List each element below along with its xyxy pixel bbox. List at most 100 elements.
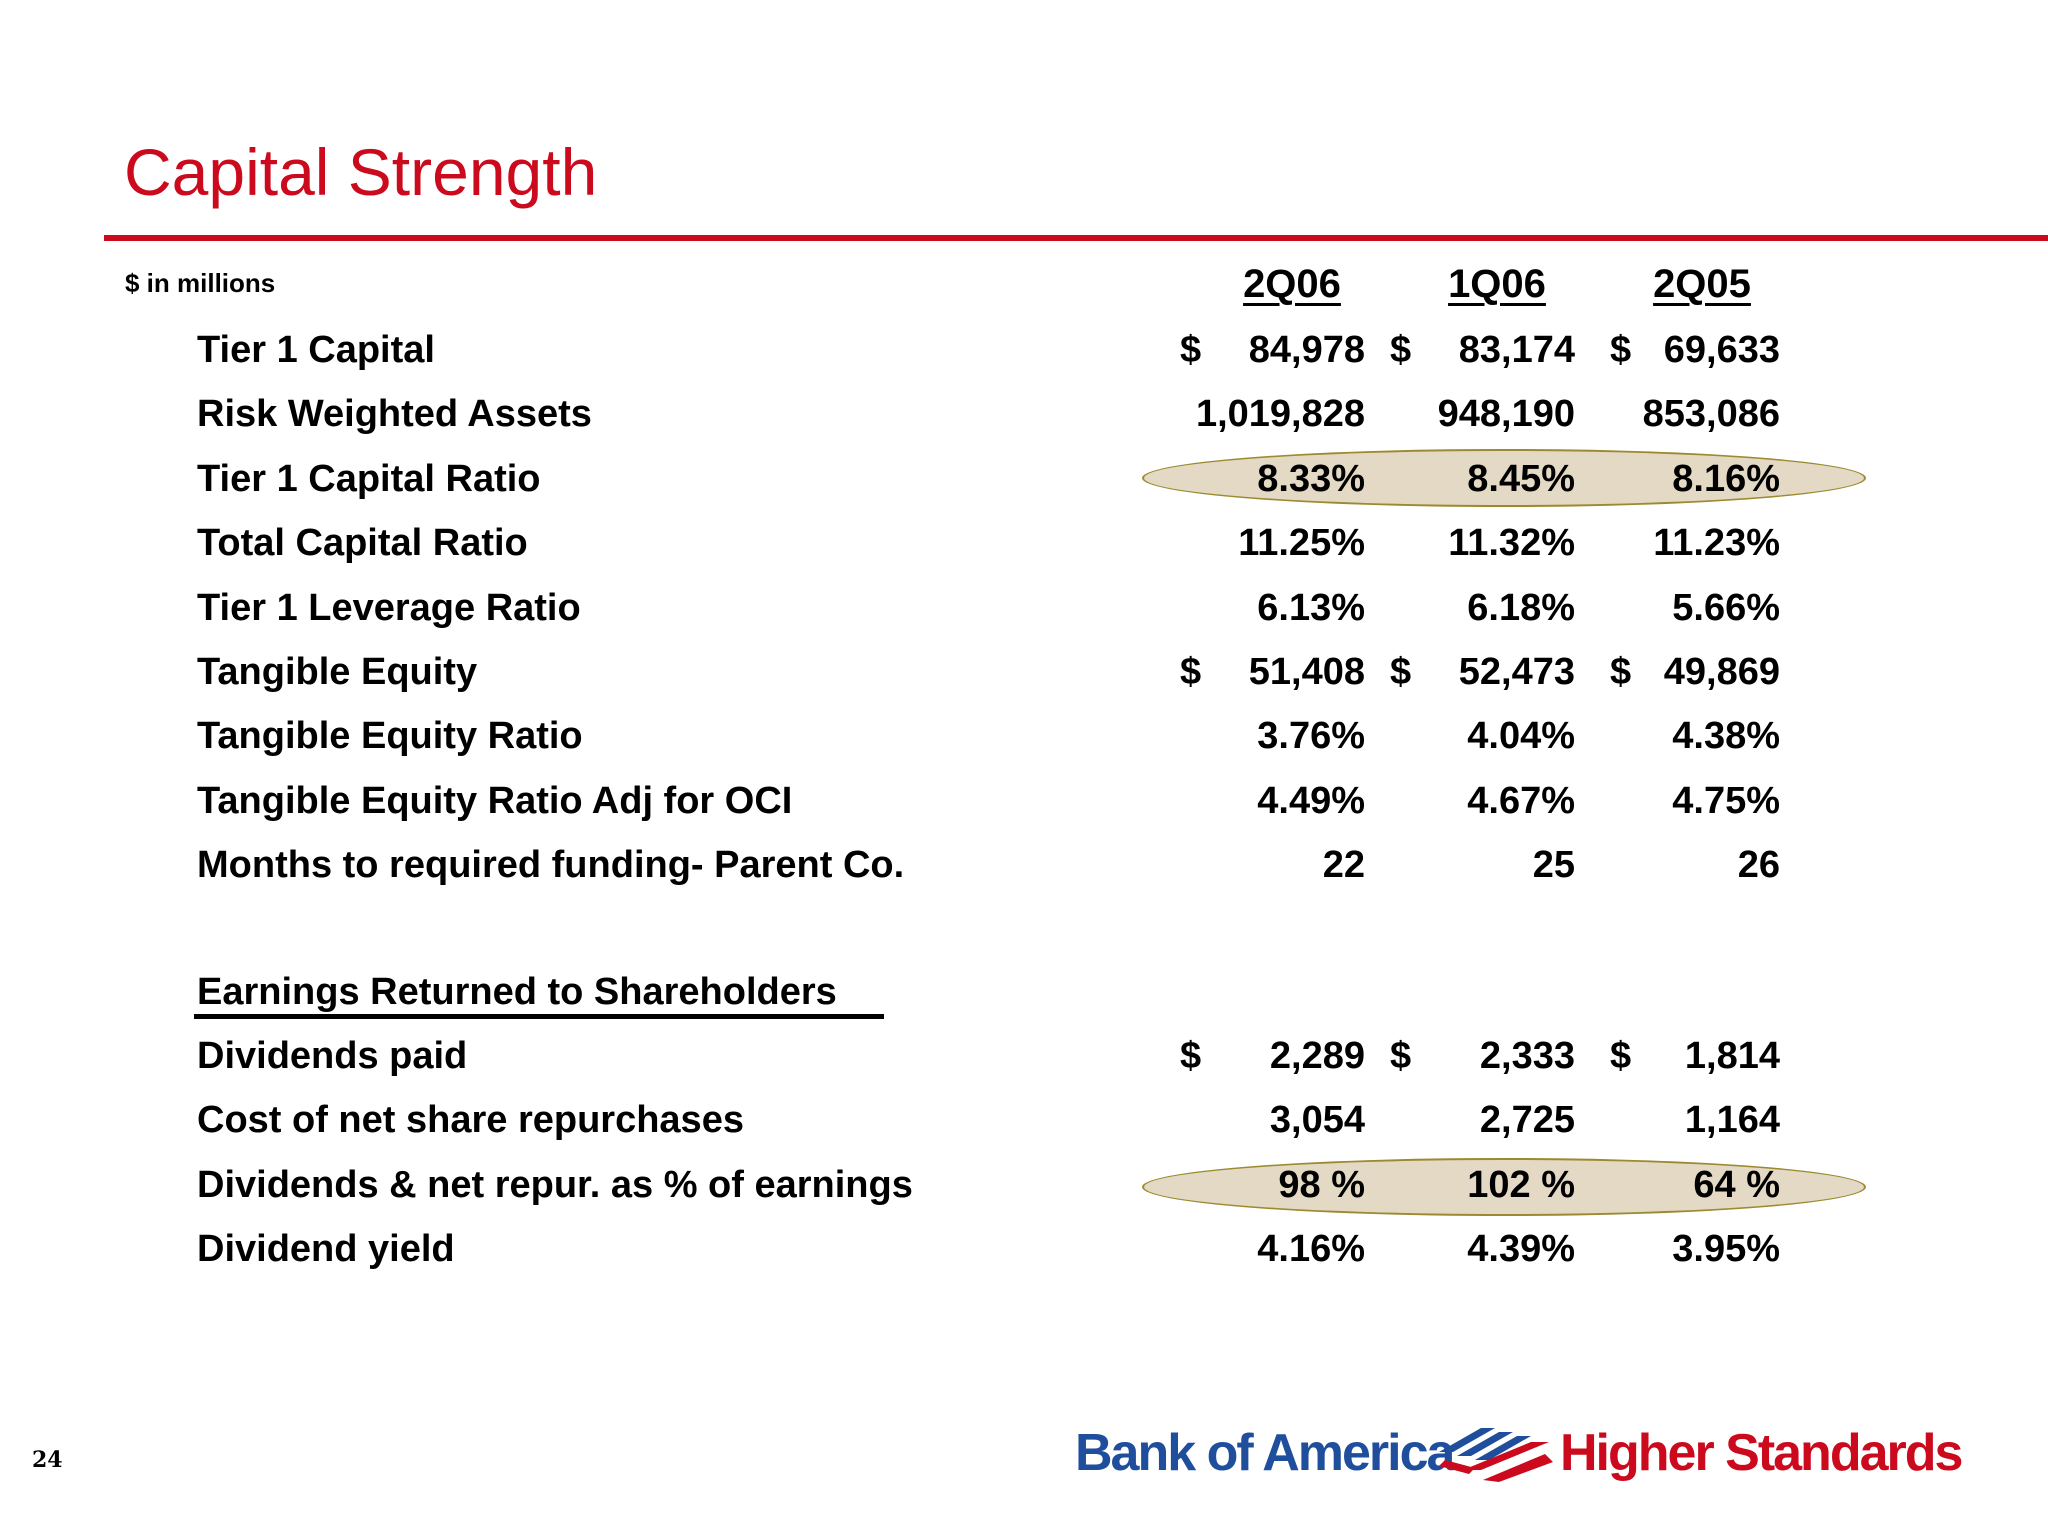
capital-row-label: Risk Weighted Assets xyxy=(197,393,592,435)
capital-row-cell: 8.33% xyxy=(1180,455,1365,503)
cell-value: 3,054 xyxy=(1269,1099,1365,1141)
earnings-row-cell: 64 % xyxy=(1610,1161,1780,1209)
currency-symbol: $ xyxy=(1390,1035,1412,1077)
highlight-tier1-capital-ratio xyxy=(1142,449,1866,507)
column-header-2: 2Q05 xyxy=(1653,262,1751,306)
capital-row-cell: 11.25% xyxy=(1180,519,1365,567)
capital-row-cell: 4.04% xyxy=(1390,712,1575,760)
highlight-dividends-repur-percent xyxy=(1142,1158,1866,1216)
cell-value: 4.38% xyxy=(1672,715,1780,757)
cell-value: 26 xyxy=(1737,844,1780,886)
currency-symbol: $ xyxy=(1610,1035,1632,1077)
capital-row-label: Months to required funding- Parent Co. xyxy=(197,844,905,886)
capital-row-label: Total Capital Ratio xyxy=(197,522,528,564)
title-divider xyxy=(104,235,2048,241)
cell-value: 4.04% xyxy=(1467,715,1575,757)
capital-row-cell: $83,174 xyxy=(1390,326,1575,374)
capital-row-cell: 4.75% xyxy=(1610,777,1780,825)
capital-row-label: Tier 1 Capital Ratio xyxy=(197,458,541,500)
cell-value: 8.16% xyxy=(1672,458,1780,500)
cell-value: 4.67% xyxy=(1467,780,1575,822)
capital-row-cell: 4.67% xyxy=(1390,777,1575,825)
cell-value: 5.66% xyxy=(1672,587,1780,629)
capital-row-cell: $49,869 xyxy=(1610,648,1780,696)
cell-value: 853,086 xyxy=(1642,393,1780,435)
earnings-row-cell: 3.95% xyxy=(1610,1225,1780,1273)
capital-row-cell: $69,633 xyxy=(1610,326,1780,374)
earnings-row-label: Dividends & net repur. as % of earnings xyxy=(197,1164,913,1206)
capital-row-cell: 5.66% xyxy=(1610,584,1780,632)
cell-value: 2,725 xyxy=(1479,1099,1575,1141)
earnings-row-cell: 4.39% xyxy=(1390,1225,1575,1273)
section-underline xyxy=(194,1014,884,1019)
currency-symbol: $ xyxy=(1610,329,1632,371)
cell-value: 4.16% xyxy=(1257,1228,1365,1270)
earnings-row-cell: $2,289 xyxy=(1180,1032,1365,1080)
capital-row-cell: $51,408 xyxy=(1180,648,1365,696)
column-header-1: 1Q06 xyxy=(1448,262,1546,306)
earnings-row-cell: 4.16% xyxy=(1180,1225,1365,1273)
page-number: 24 xyxy=(32,1447,63,1473)
cell-value: 83,174 xyxy=(1458,329,1575,371)
capital-row-label: Tangible Equity Ratio Adj for OCI xyxy=(197,780,793,822)
cell-value: 1,814 xyxy=(1684,1035,1780,1077)
cell-value: 102 % xyxy=(1467,1164,1575,1206)
cell-value: 1,019,828 xyxy=(1195,393,1365,435)
earnings-row-label: Cost of net share repurchases xyxy=(197,1099,744,1141)
logo-tagline-text: Higher Standards xyxy=(1560,1424,1963,1482)
earnings-row-label: Dividend yield xyxy=(197,1228,455,1270)
currency-symbol: $ xyxy=(1390,651,1412,693)
cell-value: 8.45% xyxy=(1467,458,1575,500)
earnings-row-cell: 102 % xyxy=(1390,1161,1575,1209)
cell-value: 948,190 xyxy=(1437,393,1575,435)
cell-value: 69,633 xyxy=(1663,329,1780,371)
capital-row-cell: 3.76% xyxy=(1180,712,1365,760)
capital-row-cell: 1,019,828 xyxy=(1180,390,1365,438)
earnings-row-cell: 98 % xyxy=(1180,1161,1365,1209)
capital-row-cell: $84,978 xyxy=(1180,326,1365,374)
cell-value: 3.76% xyxy=(1257,715,1365,757)
bank-of-america-logo: Bank of America Higher Standards xyxy=(1075,1418,1963,1488)
capital-row-cell: 4.38% xyxy=(1610,712,1780,760)
cell-value: 11.23% xyxy=(1653,522,1780,564)
cell-value: 52,473 xyxy=(1458,651,1575,693)
earnings-row-cell: 3,054 xyxy=(1180,1096,1365,1144)
cell-value: 84,978 xyxy=(1248,329,1365,371)
capital-row-cell: 948,190 xyxy=(1390,390,1575,438)
capital-row-cell: 26 xyxy=(1610,841,1780,889)
capital-row-cell: 8.45% xyxy=(1390,455,1575,503)
column-header-0: 2Q06 xyxy=(1243,262,1341,306)
cell-value: 64 % xyxy=(1693,1164,1780,1206)
currency-symbol: $ xyxy=(1180,651,1202,693)
capital-row-cell: 6.18% xyxy=(1390,584,1575,632)
capital-row-cell: 853,086 xyxy=(1610,390,1780,438)
earnings-row-cell: $2,333 xyxy=(1390,1032,1575,1080)
currency-symbol: $ xyxy=(1390,329,1412,371)
capital-row-cell: 25 xyxy=(1390,841,1575,889)
logo-brand-text: Bank of America xyxy=(1075,1424,1455,1482)
cell-value: 49,869 xyxy=(1663,651,1780,693)
cell-value: 22 xyxy=(1322,844,1365,886)
cell-value: 11.25% xyxy=(1238,522,1365,564)
cell-value: 4.39% xyxy=(1467,1228,1575,1270)
cell-value: 51,408 xyxy=(1248,651,1365,693)
capital-row-cell: 22 xyxy=(1180,841,1365,889)
cell-value: 1,164 xyxy=(1684,1099,1780,1141)
cell-value: 3.95% xyxy=(1672,1228,1780,1270)
page-title: Capital Strength xyxy=(124,135,598,209)
cell-value: 98 % xyxy=(1278,1164,1365,1206)
capital-row-cell: 11.32% xyxy=(1390,519,1575,567)
cell-value: 8.33% xyxy=(1257,458,1365,500)
cell-value: 11.32% xyxy=(1448,522,1575,564)
earnings-row-label: Dividends paid xyxy=(197,1035,468,1077)
capital-row-cell: 11.23% xyxy=(1610,519,1780,567)
earnings-row-cell: $1,814 xyxy=(1610,1032,1780,1080)
capital-row-cell: 8.16% xyxy=(1610,455,1780,503)
currency-symbol: $ xyxy=(1180,1035,1202,1077)
capital-row-label: Tangible Equity Ratio xyxy=(197,715,583,757)
bank-of-america-flag-icon xyxy=(1439,1428,1553,1482)
cell-value: 4.49% xyxy=(1257,780,1365,822)
capital-row-cell: $52,473 xyxy=(1390,648,1575,696)
capital-row-label: Tangible Equity xyxy=(197,651,478,693)
capital-row-cell: 6.13% xyxy=(1180,584,1365,632)
